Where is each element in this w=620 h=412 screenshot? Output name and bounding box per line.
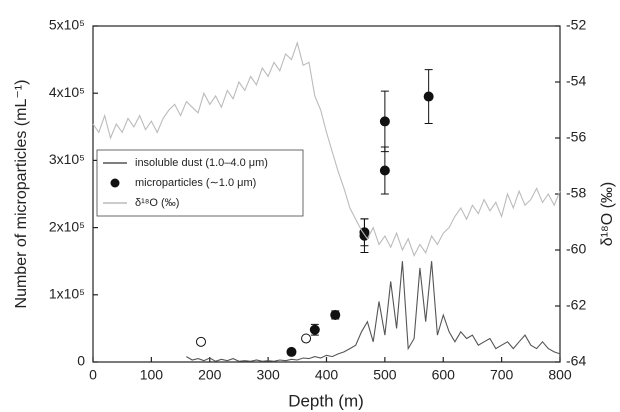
x-tick-label: 400 <box>315 367 339 383</box>
y2-axis-label: δ¹⁸O (‰) <box>599 182 616 247</box>
y-tick-label: 3x10⁵ <box>49 151 85 167</box>
x-tick-label: 100 <box>140 367 164 383</box>
data-point <box>379 165 390 176</box>
data-point <box>195 336 206 347</box>
data-point <box>359 227 370 238</box>
y2-tick-label: -58 <box>566 185 586 201</box>
data-point <box>379 116 390 127</box>
y-axis-label: Number of microparticles (mL⁻¹) <box>13 80 30 309</box>
y-tick-label: 1x10⁵ <box>49 286 85 302</box>
data-point <box>330 309 341 320</box>
x-axis-label: Depth (m) <box>288 391 364 410</box>
legend-label: δ¹⁸O (‰) <box>135 197 179 209</box>
y2-tick-label: -52 <box>566 17 586 33</box>
legend-label: microparticles (∼1.0 μm) <box>135 177 256 189</box>
data-point <box>423 91 434 102</box>
x-tick-label: 800 <box>548 367 572 383</box>
data-point <box>309 324 320 335</box>
x-tick-label: 0 <box>89 367 97 383</box>
y2-tick-label: -62 <box>566 297 586 313</box>
y-tick-label: 5x10⁵ <box>49 17 85 33</box>
data-point <box>286 346 297 357</box>
x-tick-label: 600 <box>432 367 456 383</box>
x-tick-label: 700 <box>490 367 514 383</box>
y2-tick-label: -56 <box>566 129 586 145</box>
data-point <box>301 333 312 344</box>
data-line <box>92 40 561 257</box>
y-tick-label: 4x10⁵ <box>49 84 85 100</box>
x-tick-label: 300 <box>256 367 280 383</box>
y-tick-label: 0 <box>77 353 85 369</box>
y2-tick-label: -64 <box>566 353 586 369</box>
y2-tick-label: -60 <box>566 241 586 257</box>
legend-swatch <box>110 178 120 188</box>
legend-label: insoluble dust (1.0–4.0 μm) <box>135 157 268 169</box>
y-tick-label: 2x10⁵ <box>49 218 85 234</box>
x-tick-label: 500 <box>373 367 397 383</box>
data-line <box>186 261 561 362</box>
y2-tick-label: -54 <box>566 73 586 89</box>
legend-box <box>96 149 304 217</box>
x-tick-label: 200 <box>198 367 222 383</box>
